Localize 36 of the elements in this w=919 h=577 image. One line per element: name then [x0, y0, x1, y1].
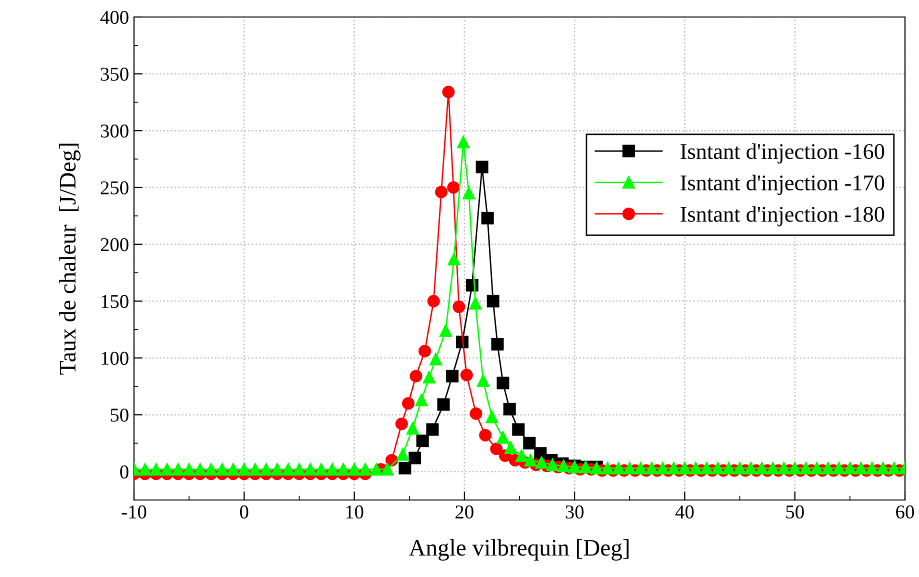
x-tick-label: -10: [122, 505, 146, 519]
y-tick-label: 50: [110, 408, 128, 422]
point: [408, 452, 422, 464]
point: [476, 160, 488, 174]
y-tick-label: 0: [120, 465, 128, 479]
legend-label: Isntant d'injection -180: [680, 206, 884, 226]
point: [486, 294, 500, 308]
y-tick-label: 300: [100, 124, 128, 138]
x-tick-label: 40: [675, 505, 694, 519]
point: [503, 402, 516, 416]
point: [512, 423, 525, 436]
point: [398, 462, 412, 474]
point: [523, 436, 536, 450]
point: [491, 338, 504, 351]
point: [446, 370, 459, 382]
x-tick-label: 10: [346, 505, 364, 519]
y-tick-label: 150: [102, 294, 128, 308]
y-tick-label: 100: [102, 352, 128, 365]
legend-label: Isntant d'injection -160: [680, 143, 884, 164]
y-tick-label: 200: [100, 238, 128, 252]
x-tick-label: 30: [566, 505, 584, 519]
x-tick-label: 20: [456, 505, 474, 519]
point: [416, 434, 429, 448]
y-tick-label: 400: [100, 10, 128, 24]
point: [496, 376, 510, 390]
x-tick-label: 0: [240, 505, 248, 519]
y-tick-label: 250: [100, 181, 128, 194]
point: [426, 423, 439, 436]
x-tick-label: 50: [786, 505, 804, 519]
legend-label: Isntant d'injection -170: [680, 174, 884, 195]
x-axis-title: Angle vilbrequin [Deg]: [408, 539, 629, 561]
y-axis-title: Taux de chaleur [J/Deg]: [59, 144, 81, 375]
point: [481, 212, 494, 224]
y-tick-label: 350: [100, 68, 128, 81]
point: [437, 398, 450, 411]
x-tick-label: 60: [896, 505, 914, 519]
